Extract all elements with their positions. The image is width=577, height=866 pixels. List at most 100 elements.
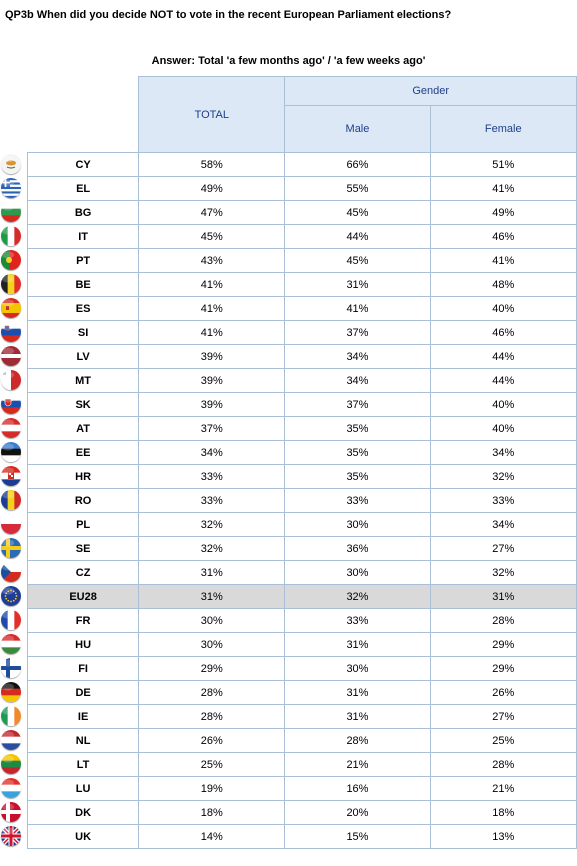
table-row: AT 37% 35% 40% — [1, 416, 577, 441]
table-row: FI 29% 30% 29% — [1, 656, 577, 681]
table-row: SE 32% 36% 27% — [1, 536, 577, 561]
country-code: EL — [76, 182, 91, 195]
table-row: FR 30% 33% 28% — [1, 608, 577, 633]
male-cell: 20% — [284, 800, 431, 825]
male-cell: 36% — [284, 536, 431, 561]
total-cell: 47% — [138, 200, 286, 225]
table-row: MT 39% 34% 44% — [1, 368, 577, 393]
table-row: DK 18% 20% 18% — [1, 800, 577, 825]
flag-lv-icon — [1, 346, 21, 366]
table-row: SK 39% 37% 40% — [1, 392, 577, 417]
country-code-cell: CY — [1, 152, 140, 177]
male-cell: 31% — [284, 680, 431, 705]
country-code-cell: HU — [1, 632, 140, 657]
female-cell: 33% — [429, 488, 577, 513]
flag-eu-icon — [1, 586, 21, 606]
header-total: TOTAL — [138, 76, 286, 153]
female-cell: 49% — [429, 200, 577, 225]
total-cell: 31% — [138, 560, 286, 585]
male-cell: 31% — [284, 632, 431, 657]
male-cell: 30% — [284, 512, 431, 537]
country-code: LT — [76, 758, 90, 771]
table-row: RO 33% 33% 33% — [1, 488, 577, 513]
female-cell: 41% — [429, 248, 577, 273]
country-code: LV — [76, 350, 90, 363]
flag-de-icon — [1, 682, 21, 702]
female-cell: 27% — [429, 536, 577, 561]
header-blank — [28, 77, 139, 106]
flag-hr-icon — [1, 466, 21, 486]
flag-fr-icon — [1, 610, 21, 630]
total-cell: 41% — [138, 272, 286, 297]
total-cell: 14% — [138, 824, 286, 849]
country-code-cell: BG — [1, 200, 140, 225]
country-code-cell: MT — [1, 368, 140, 393]
total-cell: 30% — [138, 632, 286, 657]
country-code-cell: ES — [1, 296, 140, 321]
results-table: TOTAL Gender Male Female CY 58% 66% 51% EL 49… — [1, 76, 577, 849]
country-code: CY — [75, 158, 91, 171]
male-cell: 34% — [284, 344, 431, 369]
flag-it-icon — [1, 226, 21, 246]
country-code: BE — [75, 278, 91, 291]
flag-el-icon — [1, 178, 21, 198]
country-code: HR — [75, 470, 92, 483]
flag-lt-icon — [1, 754, 21, 774]
female-cell: 32% — [429, 464, 577, 489]
male-cell: 28% — [284, 728, 431, 753]
female-cell: 51% — [429, 152, 577, 177]
table-row: PL 32% 30% 34% — [1, 512, 577, 537]
country-code: DK — [75, 806, 92, 819]
female-cell: 40% — [429, 392, 577, 417]
country-code: HU — [75, 638, 92, 651]
total-cell: 39% — [138, 344, 286, 369]
total-cell: 18% — [138, 800, 286, 825]
flag-bg-icon — [1, 202, 21, 222]
male-cell: 30% — [284, 560, 431, 585]
country-code: LU — [75, 782, 91, 795]
total-cell: 29% — [138, 656, 286, 681]
flag-sk-icon — [1, 394, 21, 414]
country-code: UK — [75, 830, 92, 843]
table-row: BE 41% 31% 48% — [1, 272, 577, 297]
male-cell: 41% — [284, 296, 431, 321]
country-code-cell: SK — [1, 392, 140, 417]
total-cell: 37% — [138, 416, 286, 441]
country-code: RO — [74, 494, 92, 507]
table-row: CZ 31% 30% 32% — [1, 560, 577, 585]
country-code-cell: FR — [1, 608, 140, 633]
total-cell: 33% — [138, 464, 286, 489]
question-title: QP3b When did you decide NOT to vote in … — [5, 9, 452, 21]
country-code: DE — [75, 686, 91, 699]
country-code-cell: EE — [1, 440, 140, 465]
flag-fi-icon — [1, 658, 21, 678]
total-cell: 25% — [138, 752, 286, 777]
answer-subtitle: Answer: Total 'a few months ago' / 'a fe… — [151, 55, 426, 67]
total-cell: 45% — [138, 224, 286, 249]
country-code-cell: LV — [1, 344, 140, 369]
country-code: AT — [76, 422, 91, 435]
flag-pl-icon — [1, 514, 21, 534]
header-female: Female — [429, 105, 577, 153]
female-cell: 29% — [429, 656, 577, 681]
country-code: ES — [75, 302, 91, 315]
country-code-cell: DK — [1, 800, 140, 825]
total-cell: 41% — [138, 320, 286, 345]
female-cell: 32% — [429, 560, 577, 585]
flag-pt-icon — [1, 250, 21, 270]
country-code-cell: FI — [1, 656, 140, 681]
female-cell: 44% — [429, 368, 577, 393]
table-row: LT 25% 21% 28% — [1, 752, 577, 777]
female-cell: 28% — [429, 608, 577, 633]
female-cell: 26% — [429, 680, 577, 705]
flag-dk-icon — [1, 802, 21, 822]
female-cell: 13% — [429, 824, 577, 849]
total-cell: 39% — [138, 392, 286, 417]
female-cell: 28% — [429, 752, 577, 777]
total-cell: 28% — [138, 680, 286, 705]
female-cell: 46% — [429, 224, 577, 249]
male-cell: 21% — [284, 752, 431, 777]
male-cell: 33% — [284, 488, 431, 513]
total-cell: 32% — [138, 536, 286, 561]
total-cell: 32% — [138, 512, 286, 537]
